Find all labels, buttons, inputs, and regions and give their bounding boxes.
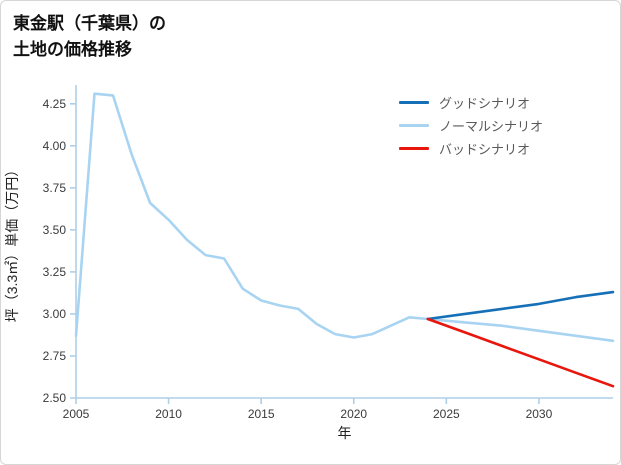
svg-text:2005: 2005 <box>63 407 90 421</box>
svg-text:3.25: 3.25 <box>43 265 67 279</box>
svg-text:2015: 2015 <box>248 407 275 421</box>
svg-text:2.50: 2.50 <box>43 391 67 405</box>
legend-label: バッドシナリオ <box>439 141 531 157</box>
chart-canvas: 2.50 2.75 3.00 3.25 3.50 3.75 4.00 4.25 2005 2010… <box>4 85 615 441</box>
legend-label: グッドシナリオ <box>439 95 531 111</box>
svg-text:年: 年 <box>338 425 352 441</box>
legend-item-normal: ノーマルシナリオ <box>399 118 544 134</box>
svg-text:2030: 2030 <box>526 407 553 421</box>
svg-text:2010: 2010 <box>155 407 182 421</box>
legend-item-bad: バッドシナリオ <box>399 141 543 157</box>
svg-text:2020: 2020 <box>340 407 367 421</box>
svg-text:4.00: 4.00 <box>43 139 67 153</box>
legend-swatch <box>399 146 429 150</box>
svg-text:4.25: 4.25 <box>43 97 67 111</box>
price-chart: 2.50 2.75 3.00 3.25 3.50 3.75 4.00 4.25 2005 2010… <box>1 67 620 462</box>
chart-title-line2: 土地の価格推移 <box>13 39 132 59</box>
legend-swatch <box>399 123 429 127</box>
svg-text:2.75: 2.75 <box>43 349 67 363</box>
chart-legend: グッドシナリオ ノーマルシナリオ バッドシナリオ <box>399 95 544 157</box>
svg-text:坪（3.3㎡）単価（万円）: 坪（3.3㎡）単価（万円） <box>4 163 20 322</box>
legend-item-good: グッドシナリオ <box>399 95 543 111</box>
svg-text:3.75: 3.75 <box>43 181 67 195</box>
legend-label: ノーマルシナリオ <box>439 118 544 134</box>
svg-text:2025: 2025 <box>433 407 460 421</box>
chart-title: 東金駅（千葉県）の 土地の価格推移 <box>1 1 620 62</box>
legend-swatch <box>399 100 429 104</box>
chart-title-line1: 東金駅（千葉県）の <box>13 14 166 33</box>
svg-text:3.00: 3.00 <box>43 307 67 321</box>
svg-text:3.50: 3.50 <box>43 223 67 237</box>
